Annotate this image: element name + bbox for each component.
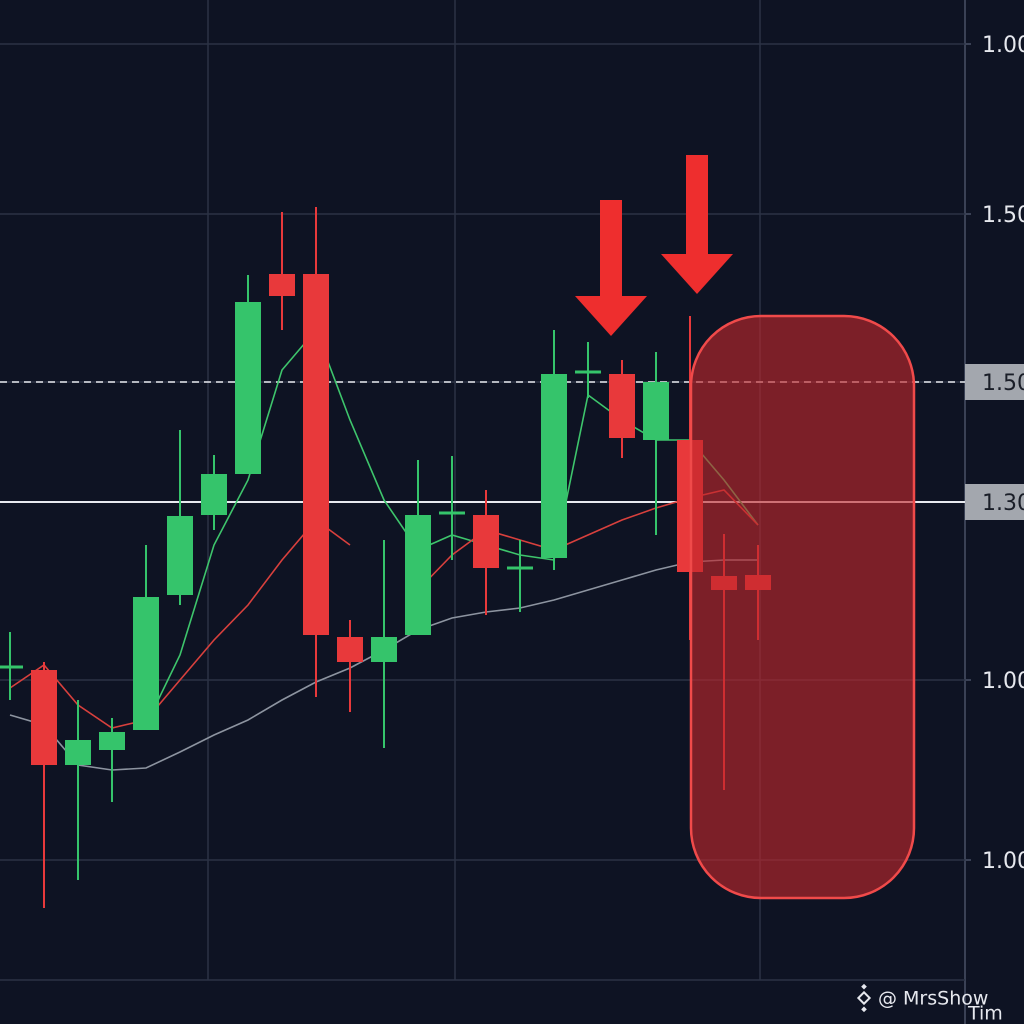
arrow-head [575,296,647,336]
candle-body [405,515,431,635]
watermark: @ MrsShow [856,983,988,1013]
y-tick-label: 1.30 [982,491,1024,516]
candle-body [575,370,601,374]
y-tick-label: 1.50 [982,371,1024,396]
candle-body [303,274,329,635]
candle-body [507,566,533,570]
arrow-shaft [686,155,708,255]
watermark-icon [856,983,872,1013]
sell-zone [689,314,916,900]
axis-layer: 1.00 1.50 1.50 1.30 1.00 1.00 [965,33,1024,874]
candle-body [31,670,57,765]
candle-body [541,374,567,558]
arrow-head [661,254,733,294]
y-tick-label: 1.00 [982,669,1024,694]
candles-layer [0,207,771,908]
candle-body [473,515,499,568]
y-tick-label: 1.00 [982,33,1024,58]
candle-body [99,732,125,750]
candle-body [235,302,261,474]
tick-label-box [965,364,1024,400]
candle-body [0,665,23,669]
ma-line [9,518,351,729]
x-axis-label: Tim [967,1003,1003,1024]
candle-body [609,374,635,438]
arrow [575,200,647,336]
candle-body [201,474,227,515]
candle-body [371,637,397,662]
candle-body [65,740,91,765]
candle-body [337,637,363,662]
candle-body [439,511,465,515]
watermark-text: @ MrsShow [878,988,988,1010]
y-tick-label: 1.50 [982,203,1024,228]
y-tick-label: 1.00 [982,849,1024,874]
tick-label-box [965,484,1024,520]
candle-body [167,516,193,595]
candle-body [133,597,159,730]
candle-body [643,382,669,440]
candle-body [269,274,295,296]
arrow [661,155,733,294]
arrow-shaft [600,200,622,298]
